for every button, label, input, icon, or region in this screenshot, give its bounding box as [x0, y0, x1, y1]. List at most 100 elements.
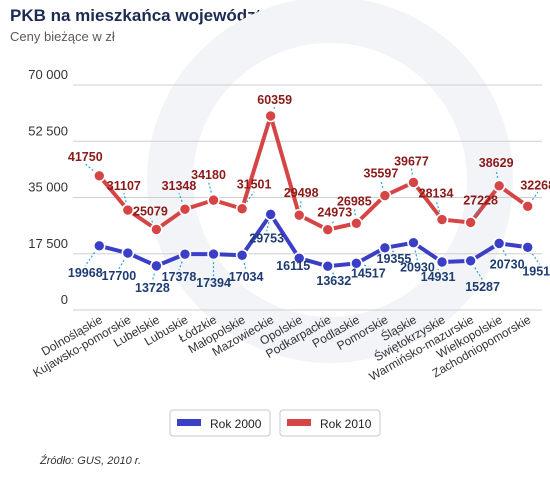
data-label-2010: 24973: [317, 206, 352, 220]
data-point-dot: [382, 193, 387, 198]
data-point-dot: [468, 220, 473, 225]
data-label-2010: 25079: [133, 204, 168, 218]
data-label-2010: 60359: [257, 93, 292, 107]
data-label-2010: 41750: [68, 150, 103, 164]
data-label-2000: 14931: [421, 270, 456, 284]
leader-line: [435, 200, 443, 220]
data-point-dot: [240, 206, 245, 211]
data-point-dot: [125, 208, 130, 213]
data-label-2010: 35597: [364, 167, 399, 181]
data-label-2000: 29753: [249, 231, 284, 245]
data-label-2000: 20930: [400, 261, 435, 275]
data-point-dot: [440, 217, 445, 222]
background-watermark: [147, 0, 513, 363]
data-label-2000: 17034: [229, 270, 264, 284]
data-label-2000: 20730: [490, 257, 525, 271]
data-point-dot: [125, 251, 130, 256]
data-label-2010: 32268: [520, 178, 550, 192]
data-label-2000: 15287: [465, 280, 500, 294]
legend-label: Rok 2000: [210, 417, 262, 431]
legend-label: Rok 2010: [320, 417, 372, 431]
data-label-2000: 14517: [351, 266, 386, 280]
data-point-dot: [525, 245, 530, 250]
data-point-dot: [325, 227, 330, 232]
data-label-2010: 38629: [479, 156, 514, 170]
leader-line: [123, 192, 129, 211]
data-point-dot: [211, 252, 216, 257]
data-point-dot: [382, 245, 387, 250]
leader-line: [353, 208, 357, 224]
data-point-dot: [525, 204, 530, 209]
data-point-dot: [354, 221, 359, 226]
leader-line: [380, 180, 386, 196]
leader-line: [412, 242, 419, 261]
data-label-2010: 29498: [284, 186, 319, 200]
data-label-2000: 17394: [196, 276, 231, 290]
data-point-dot: [97, 243, 102, 248]
data-point-dot: [182, 252, 187, 257]
data-label-2000: 17378: [162, 270, 197, 284]
leader-line: [298, 200, 302, 216]
y-tick-label: 70 000: [28, 67, 68, 82]
leader-line: [178, 193, 186, 210]
y-tick-label: 17 500: [28, 236, 68, 251]
data-label-2000: 19514: [522, 264, 550, 278]
legend-swatch: [287, 419, 311, 426]
leader-line: [527, 246, 541, 265]
y-tick-label: 52 500: [28, 123, 68, 138]
leader-line: [151, 265, 157, 282]
data-point-dot: [154, 263, 159, 268]
data-label-2010: 28134: [419, 187, 454, 201]
data-label-2000: 13728: [135, 281, 170, 295]
leader-line: [207, 181, 215, 201]
chart-title: PKB na mieszkańca województw: [10, 6, 275, 25]
data-point-dot: [497, 183, 502, 188]
data-label-2000: 19355: [377, 252, 412, 266]
y-tick-label: 35 000: [28, 180, 68, 195]
leader-line: [241, 191, 255, 210]
data-point-dot: [411, 180, 416, 185]
data-point-dot: [211, 198, 216, 203]
data-label-2010: 31107: [107, 179, 141, 193]
leader-line: [118, 252, 129, 270]
leader-line: [495, 169, 500, 186]
data-point-dot: [411, 240, 416, 245]
data-point-dot: [240, 253, 245, 258]
data-label-2000: 19968: [68, 266, 103, 280]
data-label-2010: 31348: [162, 179, 197, 193]
data-point-dot: [325, 264, 330, 269]
data-point-dot: [354, 261, 359, 266]
data-label-2000: 16115: [276, 259, 310, 273]
source-note: Źródło: GUS, 2010 r.: [40, 455, 142, 467]
data-point-dot: [268, 212, 273, 217]
series-line-2010: [97, 113, 529, 232]
data-point-dot: [297, 213, 302, 218]
legend-item: [169, 409, 271, 437]
leader-line: [84, 163, 100, 177]
leader-line: [241, 255, 247, 271]
leader-line: [470, 207, 482, 223]
data-label-2010: 31501: [237, 178, 272, 192]
leader-line: [527, 191, 539, 207]
data-label-2010: 27228: [463, 193, 498, 207]
data-point-dot: [268, 113, 273, 118]
leader-line: [266, 214, 272, 232]
legend-swatch: [177, 419, 201, 426]
data-point-dot: [440, 260, 445, 265]
series-line-2000: [98, 212, 528, 269]
data-point-dot: [182, 207, 187, 212]
data-point-dot: [97, 173, 102, 178]
data-point-dot: [154, 227, 159, 232]
data-label-2000: 17700: [101, 269, 136, 283]
data-point-dot: [497, 241, 502, 246]
data-point-dot: [297, 256, 302, 261]
y-tick-label: 0: [61, 292, 68, 307]
chart-subtitle: Ceny bieżące w zł: [10, 29, 115, 44]
data-label-2010: 26985: [337, 194, 372, 208]
data-point-dot: [468, 258, 473, 263]
data-label-2010: 34180: [191, 168, 226, 182]
data-label-2000: 13632: [316, 274, 351, 288]
leader-line: [498, 243, 508, 258]
